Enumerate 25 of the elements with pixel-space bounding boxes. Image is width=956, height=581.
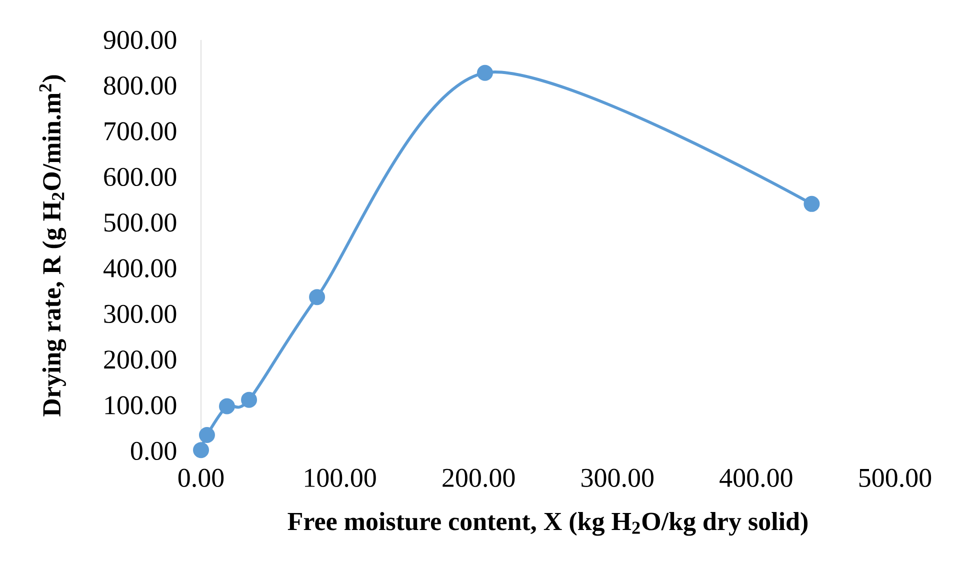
y-tick-label: 100.00 [105, 396, 176, 414]
y-tick-label: 400.00 [103, 259, 176, 278]
y-tick-label: 300.00 [104, 304, 176, 324]
y-tick-label: 800.00 [104, 76, 176, 95]
x-axis-title: Free moisture content, X (kg H$_{2}$O/kg dry solid) [288, 512, 808, 536]
point [193, 442, 210, 458]
point [476, 64, 493, 81]
point [309, 289, 326, 306]
x-tick-label: 500.00 [859, 468, 932, 488]
x-tick-label: 200.00 [442, 468, 515, 488]
point [241, 392, 258, 408]
y-axis-title: Drying rate, R (g H$_{2}$O/min.m$^{2}$) [39, 75, 66, 416]
y-tick-label: 500.00 [104, 213, 176, 232]
x-tick-label: 300.00 [582, 468, 654, 488]
x-tick-label: 0.00 [178, 468, 224, 488]
y-tick-label: 200.00 [104, 350, 176, 369]
y-tick-label: 900.00 [104, 30, 176, 50]
y-tick-label: 700.00 [104, 122, 176, 140]
x-tick-label: 100.00 [305, 468, 376, 488]
point [804, 196, 820, 212]
y-tick-label: 600.00 [104, 168, 176, 186]
point [198, 427, 215, 444]
y-tick-label: 0.00 [130, 442, 176, 460]
x-tick-label: 400.00 [720, 468, 792, 488]
point [218, 398, 235, 414]
